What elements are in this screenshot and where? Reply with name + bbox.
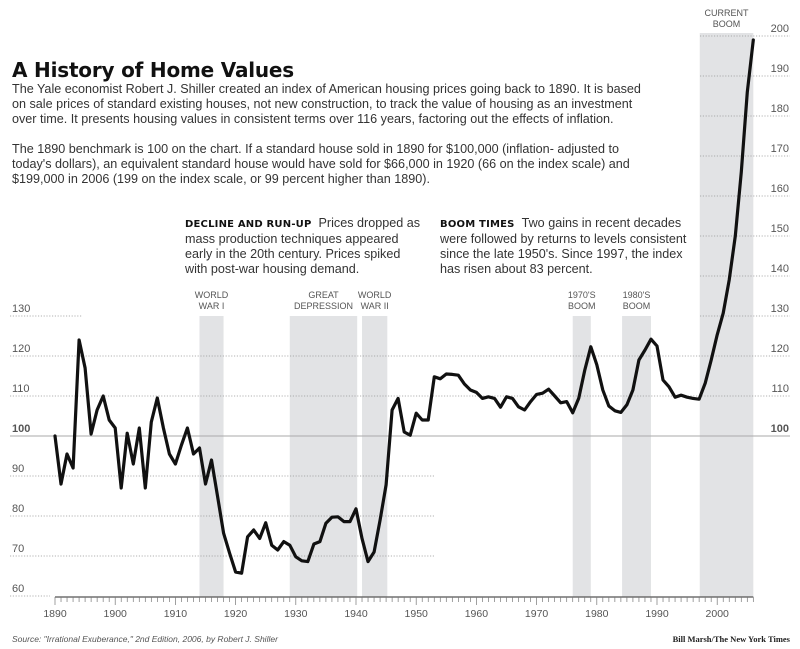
annotation-line: Prices dropped as xyxy=(318,216,421,230)
y-tick-label-right: 190 xyxy=(771,63,789,75)
band-label: BOOM xyxy=(568,301,596,311)
band xyxy=(289,316,358,597)
x-tick-label: 1950 xyxy=(405,608,429,620)
annotation-line: early in the 20th century. Prices spiked xyxy=(185,247,401,261)
y-tick-label-right: 110 xyxy=(771,383,789,395)
intro-line: over time. It presents housing values in… xyxy=(12,112,614,126)
x-tick-label: 1910 xyxy=(164,608,188,620)
x-tick-label: 1990 xyxy=(645,608,669,620)
x-tick-label: 1960 xyxy=(465,608,489,620)
annotation-line: mass production techniques appeared xyxy=(185,232,399,246)
x-tick-label: 1890 xyxy=(43,608,67,620)
annotation-line: with post-war housing demand. xyxy=(185,262,360,276)
y-tick-label-right: 120 xyxy=(771,343,789,355)
y-tick-label-left: 100 xyxy=(12,423,30,435)
y-tick-label-left: 120 xyxy=(12,343,30,355)
credit: Bill Marsh/The New York Times xyxy=(672,634,790,644)
band-label: CURRENT xyxy=(705,8,750,18)
annotation-heading: BOOM TIMES xyxy=(440,219,515,230)
x-tick-label: 1900 xyxy=(104,608,128,620)
x-axis: 1890 1900 1910 1920 1930 1940 1950 1960 1970 1980… xyxy=(43,596,754,620)
band-label: 1970'S xyxy=(568,290,596,300)
x-tick-label: 1980 xyxy=(585,608,609,620)
band-label: WAR I xyxy=(199,301,225,311)
band-label: BOOM xyxy=(623,301,651,311)
y-axis-labels: 60 70 80 90 100 110 120 130 100 110 120 130 140 150 16… xyxy=(12,23,789,595)
x-tick-label: 1970 xyxy=(525,608,549,620)
y-tick-label-right: 180 xyxy=(771,103,789,115)
band xyxy=(572,316,591,597)
source-note: Source: "Irrational Exuberance," 2nd Edi… xyxy=(12,634,278,644)
intro-line: on sale prices of standard existing hous… xyxy=(12,97,633,111)
band-label: BOOM xyxy=(713,19,741,29)
y-tick-label-left: 130 xyxy=(12,303,30,315)
band-label: DEPRESSION xyxy=(294,301,353,311)
band-label: GREAT xyxy=(308,290,339,300)
band xyxy=(622,316,651,597)
annotation-heading: DECLINE AND RUN-UP xyxy=(185,219,312,230)
y-tick-label-left: 60 xyxy=(12,583,24,595)
annotation-decline: DECLINE AND RUN-UP Prices dropped as mas… xyxy=(185,216,420,277)
y-tick-label-right: 140 xyxy=(771,263,789,275)
series-layer xyxy=(53,38,755,575)
intro-paragraph: The Yale economist Robert J. Shiller cre… xyxy=(12,82,641,127)
chart-title: A History of Home Values xyxy=(12,58,294,82)
band-label: WAR II xyxy=(361,301,389,311)
y-tick-label-left: 70 xyxy=(12,543,24,555)
y-tick-label-right: 160 xyxy=(771,183,789,195)
benchmark-paragraph: The 1890 benchmark is 100 on the chart. … xyxy=(12,142,630,187)
intro-line: The Yale economist Robert J. Shiller cre… xyxy=(12,82,641,96)
annotation-line: were followed by returns to levels consi… xyxy=(440,232,687,246)
y-tick-label-right: 170 xyxy=(771,143,789,155)
x-tick-label: 1930 xyxy=(284,608,308,620)
annotation-boom: BOOM TIMES Two gains in recent decades w… xyxy=(440,216,686,277)
y-tick-label-right: 130 xyxy=(771,303,789,315)
annotation-line: since the late 1950's. Since 1997, the i… xyxy=(440,247,683,261)
band-label: WORLD xyxy=(195,290,229,300)
benchmark-line: The 1890 benchmark is 100 on the chart. … xyxy=(12,142,619,156)
x-tick-label: 2000 xyxy=(706,608,730,620)
y-tick-label-left: 80 xyxy=(12,503,24,515)
benchmark-line: $199,000 in 2006 (199 on the index scale… xyxy=(12,172,430,186)
y-tick-label-left: 110 xyxy=(12,383,30,395)
band-label: WORLD xyxy=(358,290,392,300)
y-tick-label-right: 100 xyxy=(771,423,789,435)
benchmark-line: today's dollars), an equivalent standard… xyxy=(12,157,630,171)
annotation-line: has risen about 83 percent. xyxy=(440,262,593,276)
annotation-line: Two gains in recent decades xyxy=(521,216,682,230)
y-tick-label-left: 90 xyxy=(12,463,24,475)
x-tick-label: 1940 xyxy=(344,608,368,620)
y-tick-label-right: 200 xyxy=(771,23,789,35)
band-label: 1980'S xyxy=(623,290,651,300)
band xyxy=(199,316,224,597)
y-tick-label-right: 150 xyxy=(771,223,789,235)
x-tick-label: 1920 xyxy=(224,608,248,620)
